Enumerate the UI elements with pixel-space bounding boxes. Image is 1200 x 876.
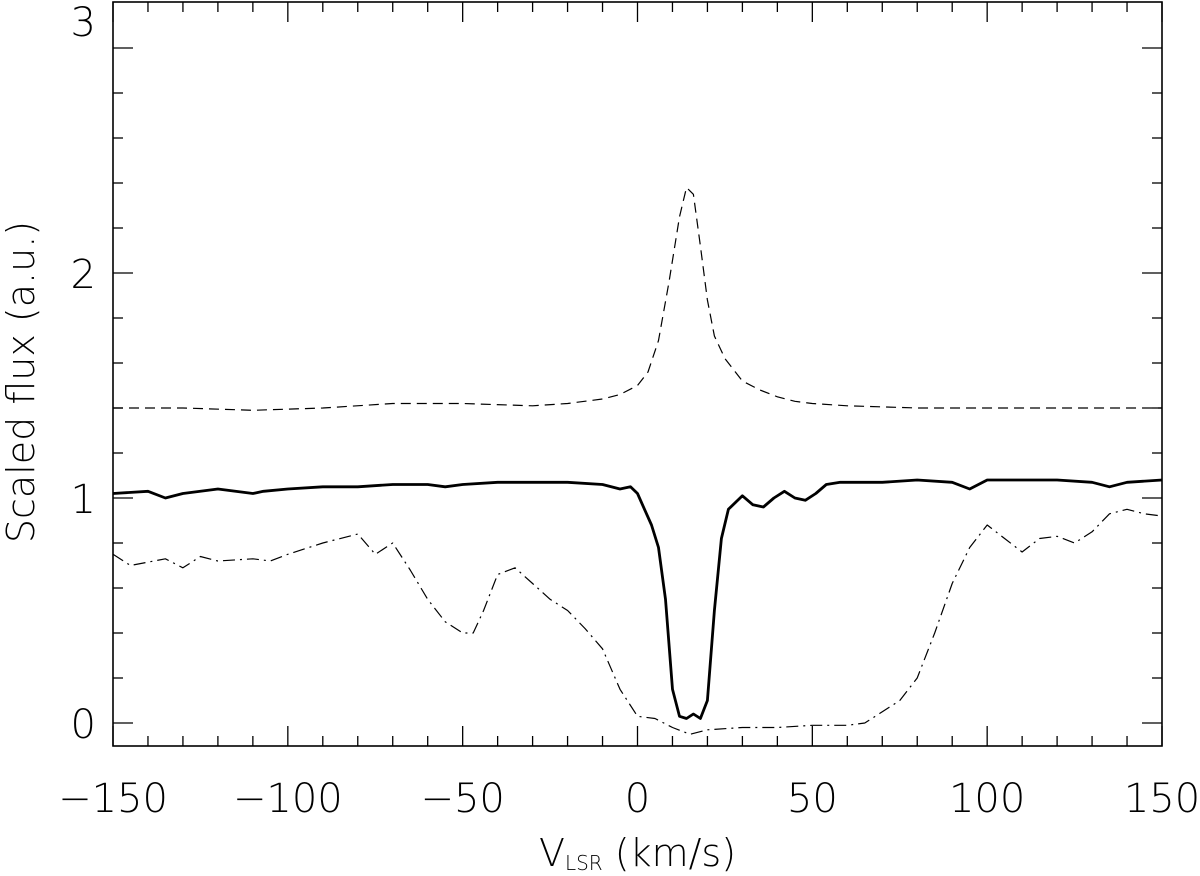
series-layer bbox=[112, 186, 1163, 735]
series-line-dash-dot bbox=[112, 508, 1163, 735]
y-tick-label: 0 bbox=[71, 702, 96, 748]
x-axis-title-main: V bbox=[539, 831, 565, 875]
ticks-layer bbox=[112, 2, 1163, 746]
series-line-solid bbox=[112, 478, 1163, 720]
x-axis-title-unit: (km/s) bbox=[603, 831, 736, 875]
series-line-dashed bbox=[113, 186, 1162, 411]
x-tick-label: 100 bbox=[949, 776, 1025, 822]
y-tick-label: 1 bbox=[71, 477, 96, 523]
x-axis-title: VLSR (km/s) bbox=[539, 831, 736, 875]
plot-frame bbox=[112, 1, 1163, 747]
y-tick-label: 2 bbox=[71, 252, 96, 298]
x-tick-label: −100 bbox=[233, 776, 343, 822]
labels-layer: −150 −100 −50 0 50 100 150 0 1 2 3 bbox=[58, 0, 1200, 822]
y-tick-label: 3 bbox=[71, 0, 96, 46]
y-axis-title: Scaled flux (a.u.) bbox=[0, 221, 43, 543]
x-tick-label: 50 bbox=[787, 776, 838, 822]
x-tick-label: −50 bbox=[420, 776, 504, 822]
x-tick-label: 0 bbox=[625, 776, 650, 822]
x-tick-label: −150 bbox=[58, 776, 168, 822]
x-tick-label: 150 bbox=[1124, 776, 1200, 822]
x-axis-title-sub: LSR bbox=[565, 851, 603, 875]
